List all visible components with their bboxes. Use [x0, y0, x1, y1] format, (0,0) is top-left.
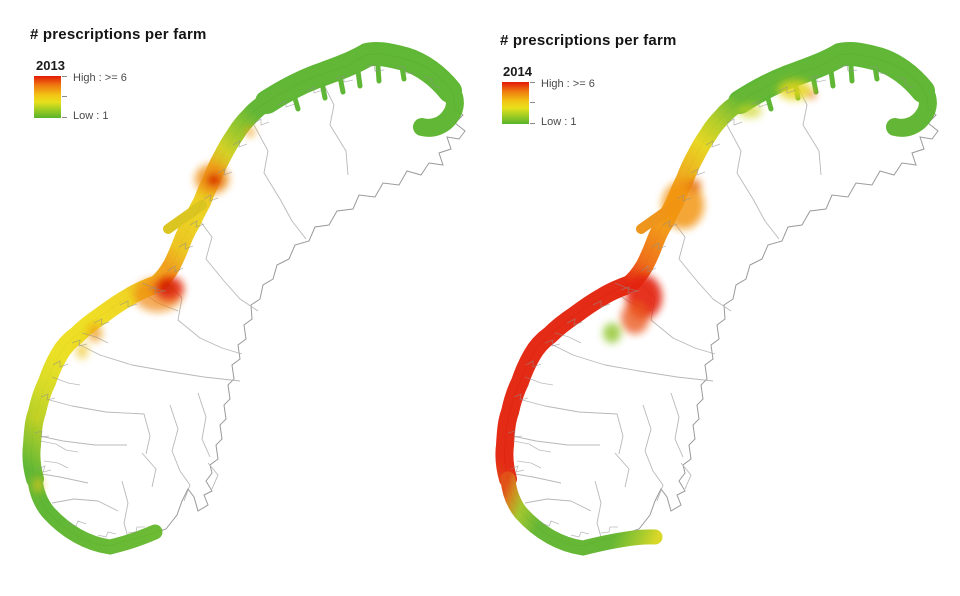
legend-tick-high: [530, 82, 535, 83]
panel-2013: # prescriptions per farm 2013 High : >= …: [0, 26, 466, 596]
legend-tick-mid: [530, 102, 535, 103]
legend-low-label: Low : 1: [73, 110, 109, 122]
year-label-2014: 2014: [503, 64, 532, 79]
panel-2014: # prescriptions per farm 2014 High : >= …: [470, 0, 960, 596]
legend-low-label: Low : 1: [541, 116, 577, 128]
year-label-2013: 2013: [36, 58, 65, 73]
legend-tick-high: [62, 76, 67, 77]
legend-gradient-bar: [502, 82, 529, 124]
legend-tick-low: [62, 117, 67, 118]
norway-map-2013: [22, 33, 466, 573]
page-title: # prescriptions per farm: [500, 32, 677, 49]
legend-tick-mid: [62, 96, 67, 97]
legend-tick-low: [530, 123, 535, 124]
page-title: # prescriptions per farm: [30, 26, 207, 43]
norway-map-2014: [495, 33, 939, 573]
hotspot-group: [603, 80, 816, 343]
legend-high-label: High : >= 6: [541, 78, 595, 90]
legend-high-label: High : >= 6: [73, 72, 127, 84]
legend-gradient-bar: [34, 76, 61, 118]
